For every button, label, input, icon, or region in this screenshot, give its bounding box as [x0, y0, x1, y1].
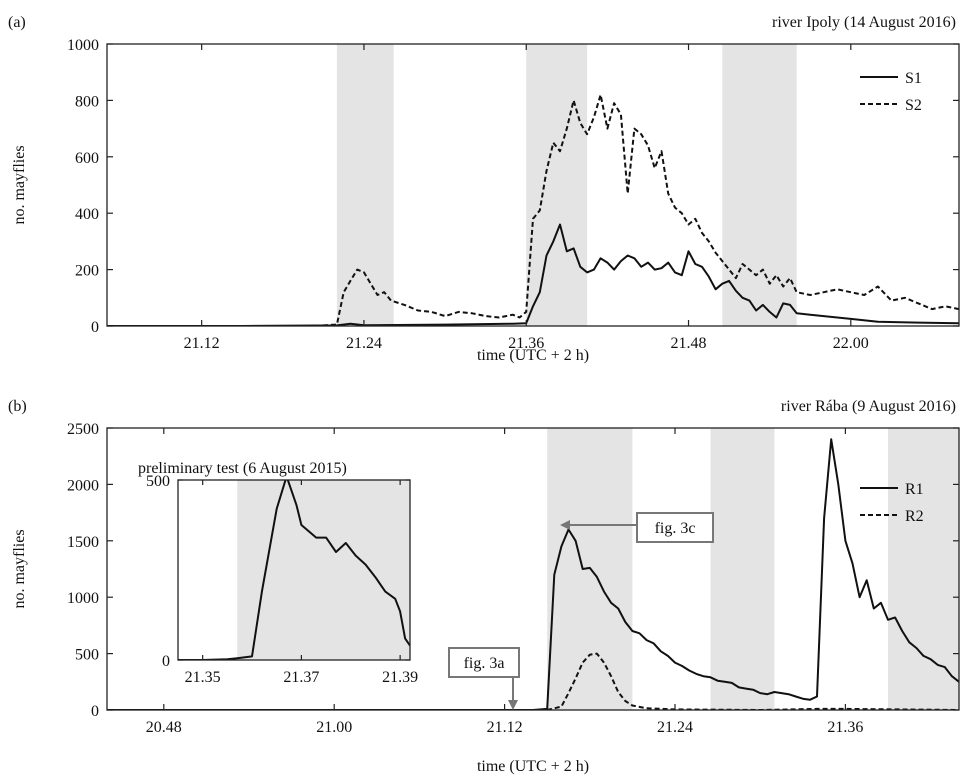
panel-b-y-tick-label: 2000 — [67, 477, 99, 494]
inset-x-tick-label: 21.35 — [185, 669, 221, 686]
panel-b-series-r1-line — [107, 438, 959, 710]
inset-series-inset-line — [178, 480, 410, 660]
panel-a-x-axis-label: time (UTC + 2 h) — [477, 347, 589, 364]
panel-b-y-tick-label: 1000 — [67, 590, 99, 607]
panel-a-shaded-region-1 — [526, 44, 588, 326]
panel-b-title: river Rába (9 August 2016) — [781, 398, 956, 415]
panel-b-y-tick-label: 500 — [75, 647, 99, 664]
panel-b-x-tick-label: 21.12 — [487, 719, 523, 736]
panel-b-label: (b) — [8, 398, 27, 415]
panel-b-x-ticks: 20.48 21.00 21.12 21.24 21.36 — [146, 428, 863, 736]
panel-b-frame — [106, 427, 960, 711]
legend-s2-label: S2 — [905, 97, 922, 114]
inset-x-tick-label: 21.39 — [382, 669, 418, 686]
panel-a-x-ticks: 21.12 21.24 21.36 21.48 22.00 — [184, 44, 869, 352]
panel-a-series-s1-line — [107, 223, 959, 326]
panel-b-x-tick-label: 20.48 — [146, 719, 182, 736]
panel-a-y-ticks: 0 200 400 600 800 1000 — [67, 37, 959, 336]
panel-a-x-tick-label: 21.48 — [671, 335, 707, 352]
panel-b-y-ticks: 0 500 1000 1500 2000 2500 — [67, 421, 959, 720]
panel-b-y-tick-label: 2500 — [67, 421, 99, 438]
panel-a-title: river Ipoly (14 August 2016) — [772, 14, 956, 31]
panel-b-series — [107, 438, 959, 710]
panel-a-x-tick-label: 22.00 — [833, 335, 869, 352]
annotation-fig-3a: fig. 3a — [448, 647, 520, 710]
panel-a: (a) river Ipoly (14 August 2016) 0 200 400… — [8, 14, 960, 364]
panel-b-shaded-regions — [547, 428, 959, 710]
inset-x-ticks: 21.35 21.37 21.39 — [185, 480, 418, 686]
panel-a-shaded-region-0 — [336, 44, 394, 326]
annotation-fig-3c-text: fig. 3c — [655, 520, 696, 537]
panel-b-x-axis-label: time (UTC + 2 h) — [477, 758, 589, 775]
panel-a-shaded-region-2 — [722, 44, 797, 326]
panel-b-x-tick-label: 21.00 — [316, 719, 352, 736]
panel-a-y-tick-label: 800 — [75, 93, 99, 110]
panel-a-shaded-regions — [336, 44, 797, 326]
inset-shaded-region-0 — [237, 480, 410, 660]
panel-a-y-tick-label: 0 — [91, 319, 99, 336]
inset-y-tick-label: 500 — [146, 473, 170, 490]
panel-a-x-tick-label: 21.36 — [508, 335, 544, 352]
panel-b-legend: R1 R2 — [860, 481, 924, 525]
panel-a-y-axis-label: no. mayflies — [11, 145, 28, 224]
panel-a-x-tick-label: 21.24 — [346, 335, 382, 352]
panel-a-label: (a) — [8, 14, 26, 31]
panel-a-y-tick-label: 600 — [75, 150, 99, 167]
panel-b-shaded-region-1 — [710, 428, 775, 710]
legend-r2-label: R2 — [905, 508, 924, 525]
inset-x-tick-label: 21.37 — [283, 669, 319, 686]
inset-frame — [177, 479, 411, 661]
panel-b: (b) river Rába (9 August 2016) 0 500 1000 1… — [8, 398, 960, 775]
panel-a-y-tick-label: 1000 — [67, 37, 99, 54]
panel-a-series — [107, 93, 959, 326]
inset-y-ticks: 0 500 — [146, 473, 410, 670]
panel-a-x-tick-label: 21.12 — [184, 335, 220, 352]
panel-a-frame — [106, 43, 960, 327]
panel-b-x-tick-label: 21.24 — [657, 719, 693, 736]
panel-b-series-r2-line — [107, 652, 959, 710]
panel-a-series-s2-line — [107, 93, 959, 326]
panel-a-y-tick-label: 200 — [75, 263, 99, 280]
annotation-fig-3a-box — [448, 647, 520, 678]
panel-a-legend: S1 S2 — [860, 70, 922, 114]
inset-series — [178, 480, 410, 660]
inset-y-tick-label: 0 — [162, 653, 170, 670]
annotation-fig-3c: fig. 3c — [560, 512, 714, 543]
legend-r1-label: R1 — [905, 481, 924, 498]
annotation-fig-3a-text: fig. 3a — [464, 655, 505, 672]
inset-title: preliminary test (6 August 2015) — [138, 460, 347, 477]
panel-b-y-tick-label: 1500 — [67, 534, 99, 551]
annotation-fig-3c-box — [636, 512, 714, 543]
panel-b-y-tick-label: 0 — [91, 703, 99, 720]
inset: preliminary test (6 August 2015) 0 500 21… — [138, 460, 418, 686]
inset-shaded-region — [237, 480, 410, 660]
panel-b-y-axis-label: no. mayflies — [11, 529, 28, 608]
panel-b-x-tick-label: 21.36 — [827, 719, 863, 736]
annotation-fig-3a-arrowhead — [508, 700, 518, 710]
legend-s1-label: S1 — [905, 70, 922, 87]
panel-a-y-tick-label: 400 — [75, 206, 99, 223]
annotation-fig-3c-arrowhead — [560, 520, 570, 530]
panel-b-shaded-region-2 — [888, 428, 959, 710]
